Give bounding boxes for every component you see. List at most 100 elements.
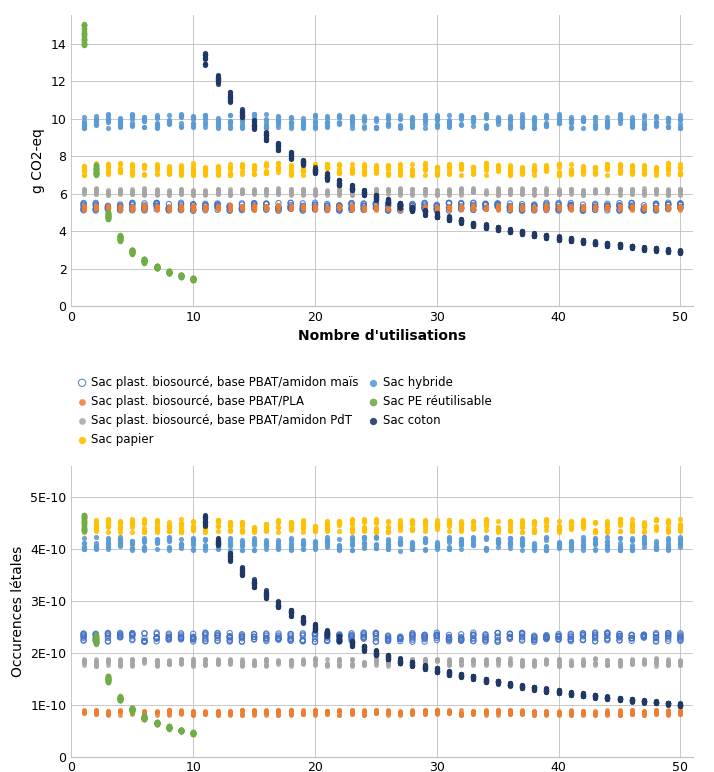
Sac papier <box>553 158 564 171</box>
Sac papier <box>602 526 613 538</box>
Sac plast. biosourcé, base PBAT/amidon PdT <box>419 658 431 670</box>
Sac coton <box>602 692 613 705</box>
Sac plast. biosourcé, base PBAT/PLA <box>90 203 101 215</box>
Sac coton <box>395 655 406 667</box>
Sac plast. biosourcé, base PBAT/amidon PdT <box>431 185 443 197</box>
Sac coton <box>468 670 479 682</box>
Sac PE réutilisable <box>151 262 162 274</box>
Sac plast. biosourcé, base PBAT/PLA <box>565 201 576 214</box>
Sac hybride <box>638 541 650 554</box>
Sac plast. biosourcé, base PBAT/amidon PdT <box>163 186 174 198</box>
Sac plast. biosourcé, base PBAT/amidon maïs <box>90 635 101 647</box>
Sac plast. biosourcé, base PBAT/PLA <box>321 203 333 215</box>
Sac coton <box>419 205 431 217</box>
Sac coton <box>309 619 321 631</box>
Sac papier <box>395 167 406 179</box>
Sac coton <box>224 88 236 100</box>
Sac papier <box>200 520 211 532</box>
Sac papier <box>126 515 138 527</box>
Sac coton <box>663 243 674 256</box>
Sac coton <box>333 174 345 187</box>
Sac plast. biosourcé, base PBAT/amidon PdT <box>224 187 236 199</box>
Sac plast. biosourcé, base PBAT/amidon maïs <box>370 201 381 214</box>
Sac plast. biosourcé, base PBAT/PLA <box>273 200 284 212</box>
Sac hybride <box>297 536 308 548</box>
Sac coton <box>443 665 455 677</box>
Sac coton <box>638 695 650 707</box>
Sac plast. biosourcé, base PBAT/amidon PdT <box>90 659 101 672</box>
Sac plast. biosourcé, base PBAT/PLA <box>528 204 540 216</box>
Sac coton <box>516 680 528 692</box>
Sac PE réutilisable <box>102 672 114 684</box>
Sac plast. biosourcé, base PBAT/PLA <box>516 203 528 215</box>
Sac coton <box>480 672 491 685</box>
Sac hybride <box>395 120 406 132</box>
Sac plast. biosourcé, base PBAT/PLA <box>151 706 162 719</box>
Sac plast. biosourcé, base PBAT/PLA <box>590 706 601 719</box>
Sac coton <box>261 128 272 141</box>
Sac plast. biosourcé, base PBAT/amidon PdT <box>528 655 540 668</box>
Sac plast. biosourcé, base PBAT/amidon PdT <box>236 186 248 198</box>
Sac plast. biosourcé, base PBAT/amidon PdT <box>224 188 236 201</box>
Sac coton <box>663 245 674 257</box>
Sac plast. biosourcé, base PBAT/amidon maïs <box>102 635 114 648</box>
Sac coton <box>309 621 321 634</box>
Sac plast. biosourcé, base PBAT/amidon PdT <box>139 653 150 665</box>
Sac plast. biosourcé, base PBAT/PLA <box>90 706 101 718</box>
Sac plast. biosourcé, base PBAT/amidon maïs <box>200 204 211 216</box>
Sac coton <box>565 232 576 245</box>
Sac coton <box>602 692 613 705</box>
Sac coton <box>663 245 674 258</box>
Sac plast. biosourcé, base PBAT/amidon PdT <box>468 659 479 672</box>
Sac plast. biosourcé, base PBAT/amidon PdT <box>176 659 187 671</box>
Sac plast. biosourcé, base PBAT/PLA <box>626 202 638 215</box>
Sac plast. biosourcé, base PBAT/amidon maïs <box>212 632 223 645</box>
Sac plast. biosourcé, base PBAT/amidon maïs <box>163 628 174 640</box>
Sac plast. biosourcé, base PBAT/amidon PdT <box>358 656 369 669</box>
Sac PE réutilisable <box>114 230 126 242</box>
Sac plast. biosourcé, base PBAT/amidon PdT <box>200 188 211 200</box>
Sac plast. biosourcé, base PBAT/amidon PdT <box>273 185 284 198</box>
Sac plast. biosourcé, base PBAT/amidon PdT <box>443 187 455 199</box>
Sac papier <box>309 520 321 533</box>
Sac plast. biosourcé, base PBAT/amidon maïs <box>188 634 199 646</box>
Sac PE réutilisable <box>163 266 174 279</box>
Sac coton <box>370 648 381 660</box>
Sac coton <box>504 678 516 690</box>
Sac plast. biosourcé, base PBAT/amidon maïs <box>224 199 236 212</box>
Sac coton <box>285 607 296 619</box>
Sac coton <box>650 695 662 707</box>
Sac coton <box>395 656 406 669</box>
Sac papier <box>468 516 479 529</box>
Sac plast. biosourcé, base PBAT/PLA <box>139 199 150 212</box>
Sac plast. biosourcé, base PBAT/PLA <box>236 704 248 716</box>
Sac coton <box>212 531 223 543</box>
Sac coton <box>528 229 540 241</box>
Sac hybride <box>638 117 650 130</box>
Sac coton <box>333 177 345 189</box>
Sac papier <box>370 161 381 173</box>
Sac plast. biosourcé, base PBAT/PLA <box>407 201 418 213</box>
Sac hybride <box>102 109 114 121</box>
Sac papier <box>553 523 564 536</box>
Sac PE réutilisable <box>126 703 138 716</box>
Sac coton <box>285 152 296 164</box>
Sac plast. biosourcé, base PBAT/PLA <box>675 199 686 212</box>
Sac plast. biosourcé, base PBAT/amidon maïs <box>468 635 479 648</box>
Sac plast. biosourcé, base PBAT/PLA <box>577 707 588 720</box>
Sac coton <box>504 225 516 237</box>
Sac plast. biosourcé, base PBAT/amidon maïs <box>321 628 333 640</box>
Sac plast. biosourcé, base PBAT/amidon maïs <box>431 199 443 212</box>
Sac papier <box>675 168 686 181</box>
Sac plast. biosourcé, base PBAT/PLA <box>431 201 443 214</box>
Sac plast. biosourcé, base PBAT/amidon maïs <box>236 201 248 214</box>
Sac hybride <box>650 540 662 553</box>
Sac PE réutilisable <box>139 711 150 723</box>
Sac plast. biosourcé, base PBAT/PLA <box>188 706 199 719</box>
Sac PE réutilisable <box>188 273 199 286</box>
Sac plast. biosourcé, base PBAT/amidon maïs <box>638 204 650 216</box>
Sac plast. biosourcé, base PBAT/amidon PdT <box>540 654 552 666</box>
Sac plast. biosourcé, base PBAT/amidon PdT <box>395 654 406 666</box>
Sac papier <box>614 158 625 171</box>
Sac hybride <box>675 112 686 124</box>
